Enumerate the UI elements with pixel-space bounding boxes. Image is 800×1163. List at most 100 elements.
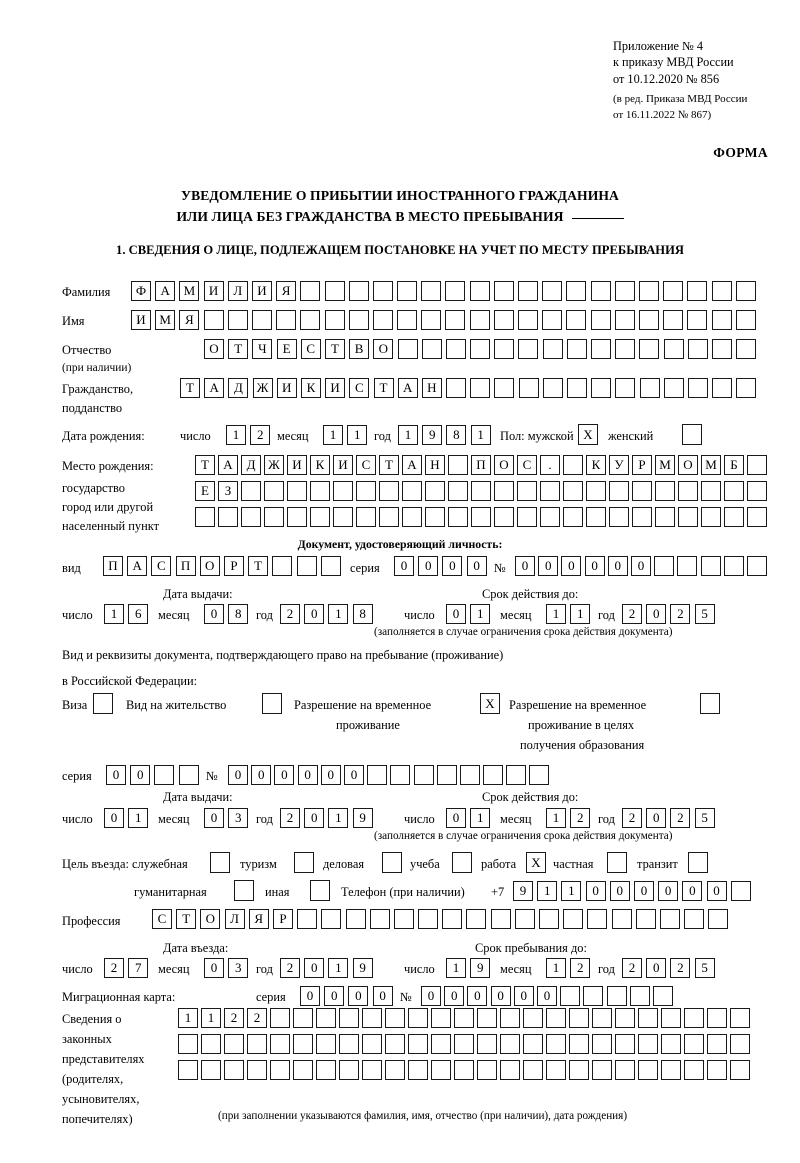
- char-cell[interactable]: 9: [352, 958, 373, 978]
- char-cell[interactable]: [655, 481, 675, 501]
- char-cell[interactable]: [590, 281, 611, 301]
- char-cell[interactable]: [701, 481, 721, 501]
- char-cell[interactable]: [431, 1034, 451, 1054]
- char-cell[interactable]: [494, 481, 514, 501]
- char-cell[interactable]: [385, 1034, 405, 1054]
- char-cell[interactable]: У: [609, 455, 629, 475]
- char-cell[interactable]: [310, 481, 330, 501]
- char-cell[interactable]: 1: [546, 604, 566, 624]
- checkbox-purpose-study[interactable]: [452, 852, 472, 873]
- char-cell[interactable]: [707, 1008, 727, 1028]
- checkbox-temp-residence[interactable]: X: [480, 693, 500, 714]
- char-cell[interactable]: [477, 1008, 497, 1028]
- char-cell[interactable]: [448, 481, 468, 501]
- char-cell[interactable]: 0: [372, 986, 393, 1006]
- char-cell[interactable]: [339, 1060, 359, 1080]
- char-cell[interactable]: [390, 765, 411, 785]
- char-cell[interactable]: 9: [352, 808, 373, 828]
- char-cell[interactable]: А: [218, 455, 238, 475]
- char-cell[interactable]: 0: [251, 765, 272, 785]
- char-cell[interactable]: О: [494, 455, 514, 475]
- char-cell[interactable]: [723, 556, 744, 576]
- char-cell[interactable]: [500, 1034, 520, 1054]
- char-cell[interactable]: 0: [297, 765, 318, 785]
- char-cell[interactable]: [638, 1008, 658, 1028]
- char-cell[interactable]: [201, 1034, 221, 1054]
- char-cell[interactable]: [638, 310, 659, 330]
- char-cell[interactable]: 2: [570, 958, 591, 978]
- char-cell[interactable]: [615, 1034, 635, 1054]
- checkbox-sex-male[interactable]: X: [578, 424, 598, 445]
- char-cell[interactable]: [592, 1008, 612, 1028]
- char-cell[interactable]: 1: [323, 425, 343, 445]
- char-cell[interactable]: 1: [570, 604, 591, 624]
- char-cell[interactable]: [203, 310, 224, 330]
- char-cell[interactable]: М: [155, 310, 176, 330]
- char-cell[interactable]: 0: [394, 556, 414, 576]
- char-cell[interactable]: А: [397, 378, 418, 398]
- char-cell[interactable]: [730, 1060, 750, 1080]
- char-cell[interactable]: 1: [546, 808, 566, 828]
- char-cell[interactable]: [708, 909, 729, 929]
- char-cell[interactable]: 7: [128, 958, 149, 978]
- char-cell[interactable]: [540, 507, 560, 527]
- char-cell[interactable]: [566, 339, 587, 359]
- char-cell[interactable]: [402, 507, 422, 527]
- char-cell[interactable]: Т: [176, 909, 197, 929]
- char-cell[interactable]: [730, 1034, 750, 1054]
- char-cell[interactable]: [333, 507, 353, 527]
- char-cell[interactable]: 1: [561, 881, 582, 901]
- char-cell[interactable]: Я: [179, 310, 200, 330]
- checkbox-temp-edu[interactable]: [700, 693, 720, 714]
- char-cell[interactable]: [736, 378, 757, 398]
- char-cell[interactable]: [523, 1034, 543, 1054]
- char-cell[interactable]: [684, 1034, 704, 1054]
- char-cell[interactable]: В: [349, 339, 370, 359]
- char-cell[interactable]: М: [179, 281, 200, 301]
- char-cell[interactable]: [724, 481, 744, 501]
- char-cell[interactable]: [663, 378, 684, 398]
- char-cell[interactable]: [493, 281, 514, 301]
- char-cell[interactable]: К: [586, 455, 606, 475]
- char-cell[interactable]: [385, 1008, 405, 1028]
- char-cell[interactable]: [529, 765, 550, 785]
- char-cell[interactable]: 2: [104, 958, 124, 978]
- char-cell[interactable]: [590, 310, 611, 330]
- char-cell[interactable]: [494, 507, 514, 527]
- char-cell[interactable]: [678, 507, 698, 527]
- char-cell[interactable]: 1: [328, 604, 349, 624]
- char-cell[interactable]: [632, 481, 652, 501]
- char-cell[interactable]: [638, 1034, 658, 1054]
- char-cell[interactable]: С: [517, 455, 537, 475]
- char-cell[interactable]: [655, 507, 675, 527]
- char-cell[interactable]: [546, 1008, 566, 1028]
- char-cell[interactable]: [569, 1060, 589, 1080]
- char-cell[interactable]: [362, 1008, 382, 1028]
- char-cell[interactable]: 5: [694, 958, 715, 978]
- char-cell[interactable]: 1: [398, 425, 418, 445]
- char-cell[interactable]: [591, 339, 611, 359]
- char-cell[interactable]: [397, 281, 418, 301]
- checkbox-purpose-private[interactable]: [607, 852, 627, 873]
- char-cell[interactable]: П: [175, 556, 196, 576]
- char-cell[interactable]: И: [276, 378, 297, 398]
- char-cell[interactable]: [663, 281, 684, 301]
- char-cell[interactable]: [560, 986, 581, 1006]
- char-cell[interactable]: [730, 1008, 750, 1028]
- char-cell[interactable]: 0: [513, 986, 534, 1006]
- char-cell[interactable]: [518, 378, 539, 398]
- char-cell[interactable]: [663, 339, 684, 359]
- char-cell[interactable]: [563, 909, 584, 929]
- char-cell[interactable]: [540, 481, 560, 501]
- char-cell[interactable]: 0: [584, 556, 605, 576]
